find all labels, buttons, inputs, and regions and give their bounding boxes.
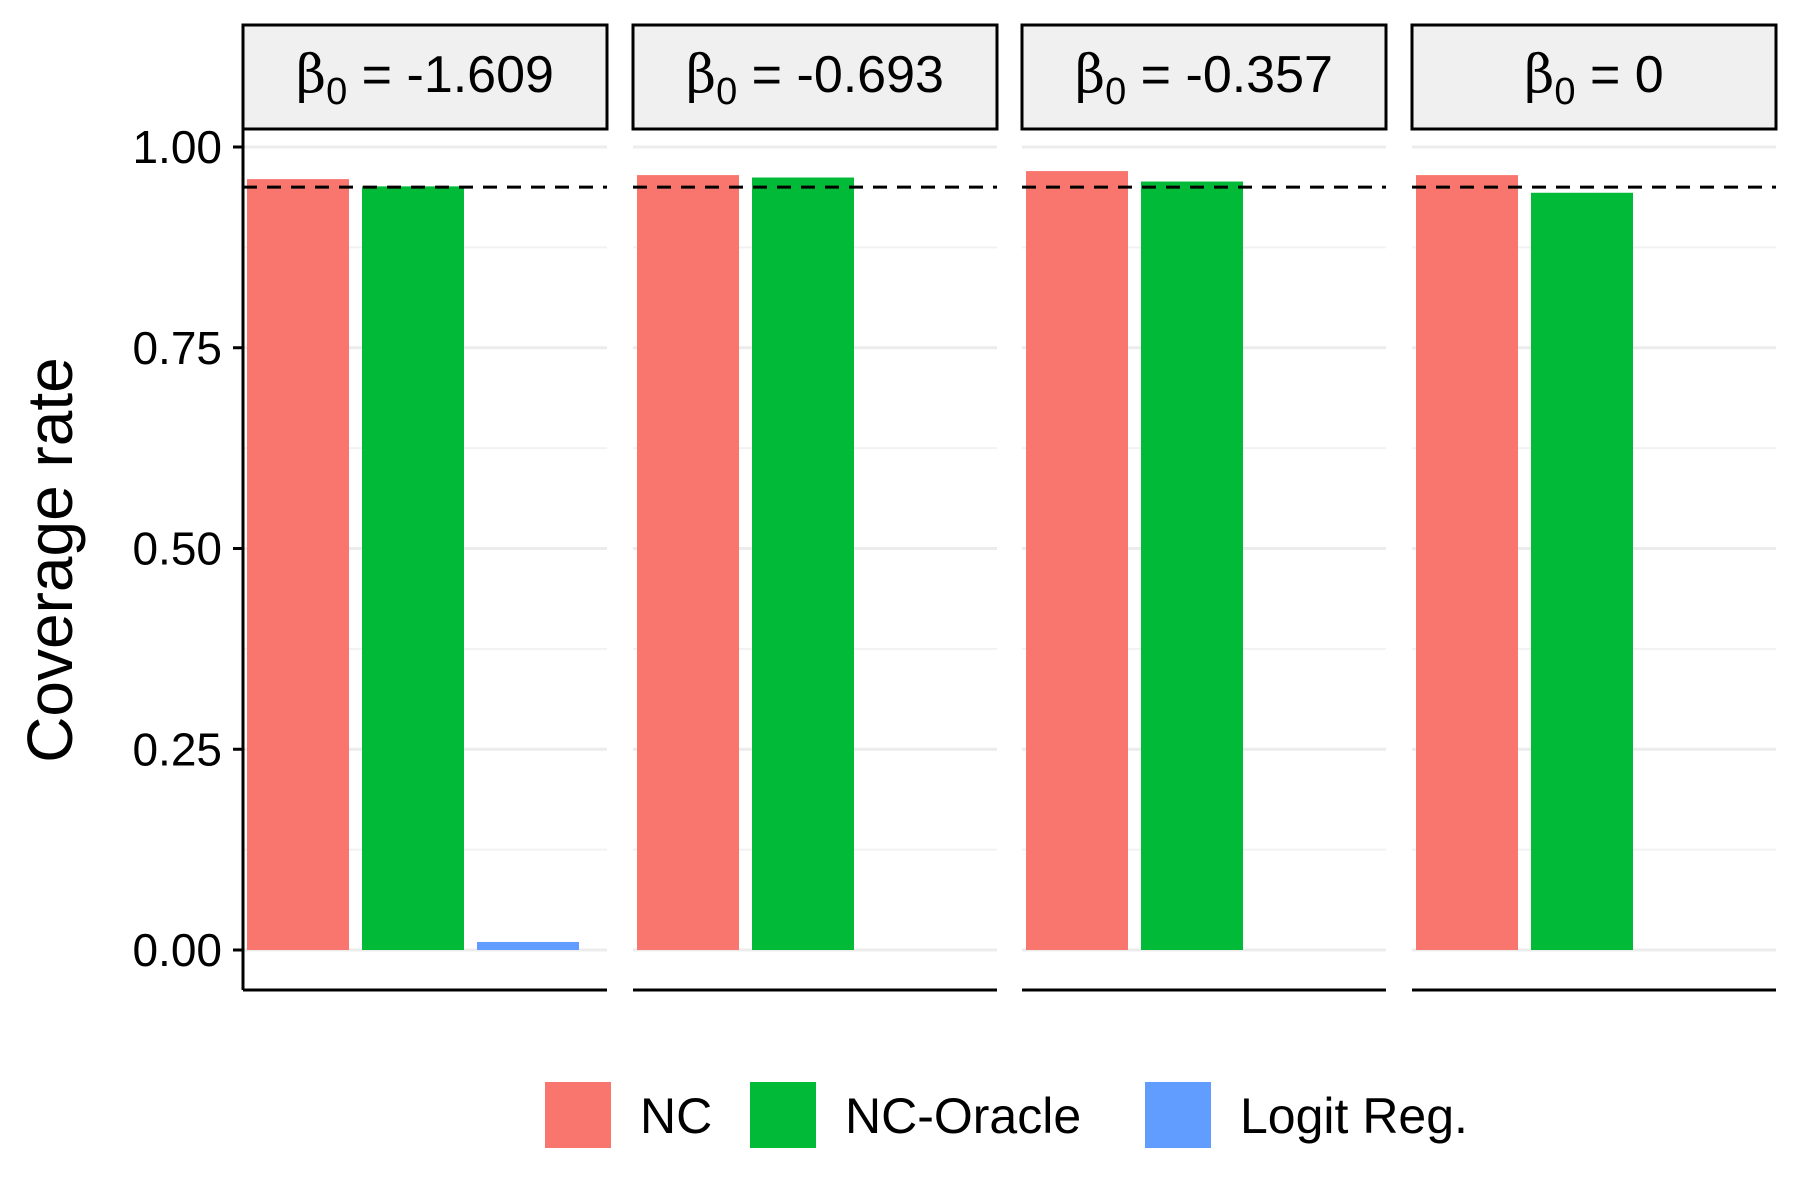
beta-value: -0.357 <box>1186 46 1333 104</box>
facet-strip-label: β0 = 0 <box>1524 45 1663 113</box>
subscript: 0 <box>326 71 347 113</box>
legend-item: NC <box>545 1082 712 1148</box>
beta-symbol: β <box>1524 45 1554 105</box>
y-tick-label: 1.00 <box>132 121 222 173</box>
beta-symbol: β <box>1075 45 1105 105</box>
facet-strip-box <box>241 23 609 131</box>
bar-nc-oracle-panel-4 <box>1531 192 1633 950</box>
facet-strip-label: β0 = -0.693 <box>686 45 944 113</box>
equals-sign: = <box>1126 46 1185 104</box>
bar-nc-panel-2 <box>637 175 739 951</box>
legend-label: NC-Oracle <box>845 1088 1081 1144</box>
bar-nc-panel-3 <box>1026 171 1128 951</box>
facet-strip: β0 = -0.357 <box>1020 23 1388 131</box>
facet-strip-layer: β0 = -1.609 β0 = -0.693 β0 = -0.357 β0 = 0 <box>241 23 1778 131</box>
facet-strip-label: β0 = -0.357 <box>1075 45 1333 113</box>
y-tick-label: 0.25 <box>132 723 222 775</box>
facet-strip: β0 = -0.693 <box>631 23 999 131</box>
beta-value: 0 <box>1635 46 1664 104</box>
bar-logit-reg-panel-1 <box>477 941 579 950</box>
bar-nc-panel-4 <box>1416 175 1518 951</box>
bar-nc-oracle-panel-1 <box>362 186 464 951</box>
legend-label: NC <box>640 1088 712 1144</box>
subscript: 0 <box>716 71 737 113</box>
y-tick-label: 0.00 <box>132 924 222 976</box>
facet-strip: β0 = -1.609 <box>241 23 609 131</box>
y-axis-title: Coverage rate <box>14 357 86 763</box>
bar-nc-oracle-panel-3 <box>1141 181 1243 951</box>
facet-strip: β0 = 0 <box>1410 23 1778 131</box>
beta-symbol: β <box>686 45 716 105</box>
facet-strip-label: β0 = -1.609 <box>296 45 554 113</box>
equals-sign: = <box>737 46 796 104</box>
bar-nc-panel-1 <box>247 179 349 950</box>
legend-key <box>545 1082 611 1148</box>
legend-label: Logit Reg. <box>1240 1088 1468 1144</box>
legend-item: NC-Oracle <box>750 1082 1081 1148</box>
equals-sign: = <box>347 46 406 104</box>
equals-sign: = <box>1576 46 1635 104</box>
bar-layer <box>247 171 1633 951</box>
facet-strip-box <box>631 23 999 131</box>
beta-value: -0.693 <box>797 46 944 104</box>
y-tick-label: 0.75 <box>132 322 222 374</box>
legend-key <box>750 1082 816 1148</box>
legend-key <box>1145 1082 1211 1148</box>
facet-strip-box <box>1020 23 1388 131</box>
subscript: 0 <box>1554 71 1575 113</box>
subscript: 0 <box>1105 71 1126 113</box>
legend-item: Logit Reg. <box>1145 1082 1468 1148</box>
legend: NC NC-Oracle Logit Reg. <box>545 1082 1468 1148</box>
facet-strip-box <box>1410 23 1778 131</box>
beta-value: -1.609 <box>407 46 554 104</box>
bar-nc-oracle-panel-2 <box>752 177 854 950</box>
beta-symbol: β <box>296 45 326 105</box>
axis-layer: 0.00 0.25 0.50 0.75 1.00 <box>132 121 1776 992</box>
y-tick-label: 0.50 <box>132 523 222 575</box>
